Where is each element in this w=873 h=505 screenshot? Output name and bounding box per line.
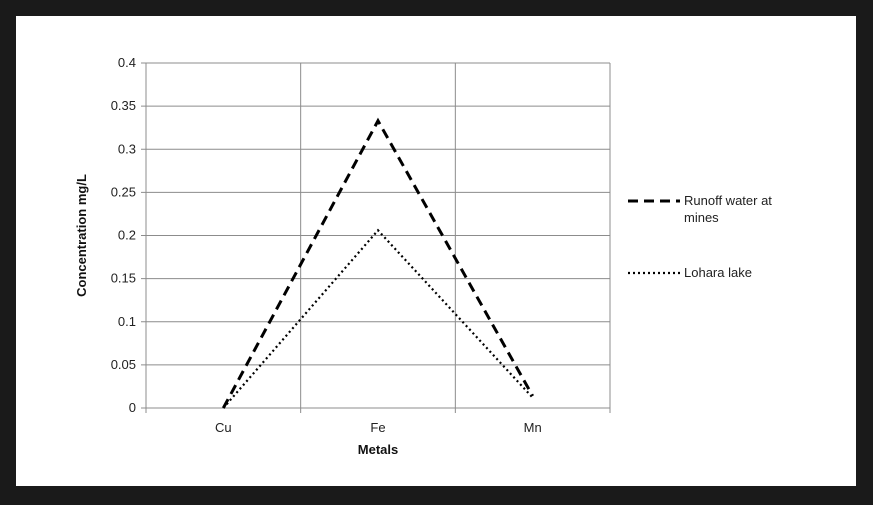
x-tick-labels: Cu Fe Mn	[215, 420, 542, 435]
legend-entry: Lohara lake	[628, 265, 752, 280]
y-tick-label: 0	[129, 400, 136, 415]
line-chart: 0 0.05 0.1 0.15 0.2 0.25 0.3 0.35 0.4 Cu Fe Mn Con…	[74, 55, 772, 457]
y-tick-label: 0.05	[111, 357, 136, 372]
chart-area: 0 0.05 0.1 0.15 0.2 0.25 0.3 0.35 0.4 Cu Fe Mn Con…	[16, 16, 856, 486]
y-tick-labels: 0 0.05 0.1 0.15 0.2 0.25 0.3 0.35 0.4	[111, 55, 136, 415]
y-tick-label: 0.2	[118, 228, 136, 243]
y-tick-label: 0.15	[111, 271, 136, 286]
y-tick-label: 0.3	[118, 141, 136, 156]
legend-label: Lohara lake	[684, 265, 752, 280]
y-tick-label: 0.1	[118, 314, 136, 329]
axes	[141, 62, 611, 413]
x-axis-title: Metals	[358, 442, 398, 457]
y-axis-title: Concentration mg/L	[74, 174, 89, 297]
series-lines	[222, 117, 534, 409]
x-tick-label: Cu	[215, 420, 232, 435]
x-tick-label: Fe	[370, 420, 385, 435]
y-tick-label: 0.4	[118, 55, 136, 70]
series-line-lohara-lake	[222, 228, 534, 409]
series-line-runoff-water-at-mines	[222, 117, 534, 409]
x-tick-label: Mn	[524, 420, 542, 435]
legend: Runoff water at mines Lohara lake	[628, 193, 772, 280]
legend-entry: Runoff water at mines	[628, 193, 772, 225]
grid-lines	[146, 62, 611, 408]
y-tick-label: 0.25	[111, 184, 136, 199]
y-tick-label: 0.35	[111, 98, 136, 113]
legend-label: Runoff water at mines	[684, 193, 772, 225]
